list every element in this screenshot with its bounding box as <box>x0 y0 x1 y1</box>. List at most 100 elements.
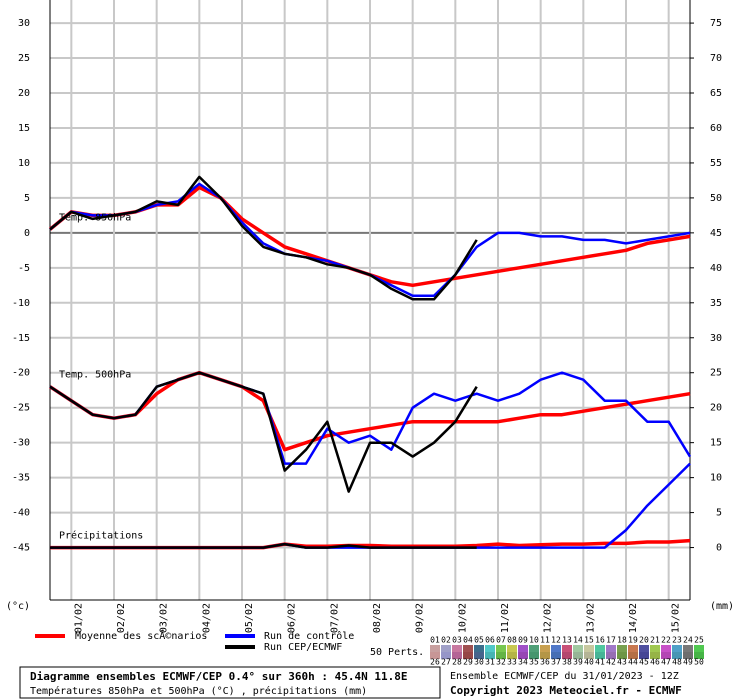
pert-label: 33 <box>507 658 517 667</box>
panel-label: Temp. 500hPa <box>59 370 131 381</box>
pert-label: 07 <box>496 636 506 645</box>
y-tick-label: 25 <box>18 53 30 64</box>
pert-swatch <box>606 652 616 659</box>
pert-swatch <box>650 645 660 652</box>
y2-tick-label: 50 <box>710 193 722 204</box>
pert-swatch <box>639 652 649 659</box>
pert-swatch <box>551 645 561 652</box>
pert-swatch <box>606 645 616 652</box>
pert-swatch <box>584 652 594 659</box>
y2-tick-label: 5 <box>716 508 722 519</box>
x-tick-label: 07/02 <box>329 603 340 633</box>
pert-swatch <box>639 645 649 652</box>
pert-swatch <box>628 645 638 652</box>
pert-label: 09 <box>518 636 528 645</box>
y2-tick-label: 10 <box>710 473 722 484</box>
pert-swatch <box>562 645 572 652</box>
panel-label: Temp. 850hPa <box>59 212 131 223</box>
pert-label: 45 <box>639 658 649 667</box>
pert-swatch <box>441 652 451 659</box>
y-tick-label: -10 <box>12 298 30 309</box>
pert-swatch <box>452 652 462 659</box>
pert-swatch <box>551 652 561 659</box>
pert-label: 28 <box>452 658 462 667</box>
y-tick-label: -45 <box>12 543 30 554</box>
x-tick-label: 10/02 <box>457 603 468 633</box>
pert-label: 26 <box>430 658 440 667</box>
pert-swatch <box>672 652 682 659</box>
pert-swatch <box>430 652 440 659</box>
x-tick-label: 09/02 <box>415 603 426 633</box>
caption-box <box>19 666 441 699</box>
y2-tick-label: 35 <box>710 298 722 309</box>
pert-label: 24 <box>683 636 693 645</box>
y-tick-label: 10 <box>18 158 30 169</box>
pert-label: 16 <box>595 636 605 645</box>
x-tick-label: 03/02 <box>159 603 170 633</box>
y-tick-label: -35 <box>12 473 30 484</box>
pert-label: 20 <box>639 636 649 645</box>
pert-label: 23 <box>672 636 682 645</box>
pert-label: 48 <box>672 658 682 667</box>
pert-swatch <box>617 645 627 652</box>
x-tick-label: 11/02 <box>500 603 511 633</box>
y2-tick-label: 60 <box>710 123 722 134</box>
pert-label: 29 <box>463 658 473 667</box>
y-tick-label: 20 <box>18 88 30 99</box>
pert-swatch <box>540 652 550 659</box>
pert-label: 14 <box>573 636 583 645</box>
pert-label: 19 <box>628 636 638 645</box>
pert-label: 25 <box>694 636 704 645</box>
series-line <box>49 175 478 301</box>
y2-tick-label: 40 <box>710 263 722 274</box>
pert-swatch <box>562 652 572 659</box>
series-line <box>50 542 477 549</box>
pert-label: 41 <box>595 658 605 667</box>
y-tick-label: -20 <box>12 368 30 379</box>
pert-swatch <box>650 652 660 659</box>
pert-label: 44 <box>628 658 638 667</box>
pert-label: 03 <box>452 636 462 645</box>
y-tick-label: 0 <box>24 228 30 239</box>
pert-swatch <box>496 645 506 652</box>
y2-tick-label: 70 <box>710 53 722 64</box>
y2-tick-label: 15 <box>710 438 722 449</box>
pert-swatch <box>595 652 605 659</box>
pert-label: 06 <box>485 636 495 645</box>
y2-tick-label: 0 <box>716 543 722 554</box>
pert-swatch <box>485 652 495 659</box>
pert-swatch <box>683 652 693 659</box>
legend-label: Moyenne des scÃ©narios <box>75 629 207 642</box>
pert-swatch <box>694 645 704 652</box>
pert-label: 31 <box>485 658 495 667</box>
pert-label: 02 <box>441 636 451 645</box>
pert-swatch <box>496 652 506 659</box>
pert-label: 40 <box>584 658 594 667</box>
caption-title: Diagramme ensembles ECMWF/CEP 0.4° sur 3… <box>30 670 408 683</box>
x-tick-label: 02/02 <box>116 603 127 633</box>
x-tick-label: 04/02 <box>201 603 212 633</box>
pert-swatch <box>595 645 605 652</box>
y2-tick-label: 75 <box>710 18 722 29</box>
y2-tick-label: 45 <box>710 228 722 239</box>
series-line <box>49 371 478 493</box>
y-tick-label: 30 <box>18 18 30 29</box>
x-tick-label: 01/02 <box>73 603 84 633</box>
y-tick-label: -15 <box>12 333 30 344</box>
pert-label: 43 <box>617 658 627 667</box>
y2-tick-label: 25 <box>710 368 722 379</box>
pert-swatch <box>430 645 440 652</box>
y2-tick-label: 55 <box>710 158 722 169</box>
pert-label: 05 <box>474 636 484 645</box>
pert-swatch <box>452 645 462 652</box>
pert-swatch <box>672 645 682 652</box>
y-tick-label: 15 <box>18 123 30 134</box>
x-tick-label: 15/02 <box>671 603 682 633</box>
x-tick-label: 08/02 <box>372 603 383 633</box>
x-tick-label: 12/02 <box>543 603 554 633</box>
pert-swatch <box>540 645 550 652</box>
pert-swatch <box>683 645 693 652</box>
y-tick-label: -40 <box>12 508 30 519</box>
pert-label: 08 <box>507 636 517 645</box>
